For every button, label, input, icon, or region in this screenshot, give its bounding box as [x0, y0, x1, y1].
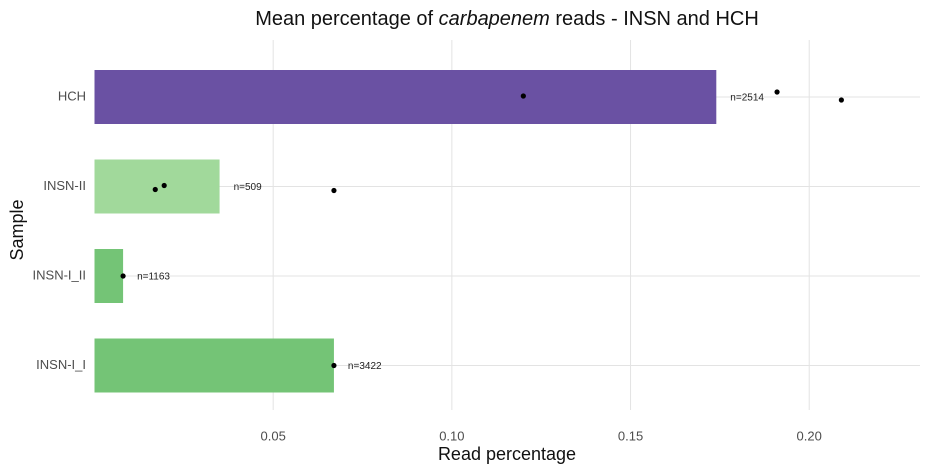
- n-label: n=509: [234, 182, 263, 193]
- y-tick-label: HCH: [58, 88, 86, 103]
- data-point: [161, 182, 167, 189]
- data-point: [120, 273, 126, 279]
- title-part: reads - INSN and HCH: [550, 8, 759, 30]
- n-label: n=3422: [348, 361, 382, 372]
- bar: [94, 70, 717, 124]
- data-point: [331, 187, 337, 194]
- y-tick-label: INSN-II: [43, 178, 86, 193]
- x-tick-label: 0.10: [439, 428, 464, 443]
- bar: [94, 159, 220, 214]
- x-tick-label: 0.20: [797, 428, 822, 443]
- data-point: [838, 97, 844, 103]
- x-tick-label: 0.15: [618, 428, 643, 443]
- data-point: [520, 93, 526, 99]
- y-tick-label: INSN-I_II: [33, 267, 86, 282]
- x-axis-title: Read percentage: [438, 444, 576, 464]
- title-part: carbapenem: [439, 8, 550, 30]
- chart-title: Mean percentage of carbapenem reads - IN…: [255, 8, 759, 30]
- x-tick-label: 0.05: [261, 428, 286, 443]
- n-label: n=2514: [730, 93, 764, 104]
- data-point: [331, 362, 337, 369]
- n-label: n=1163: [137, 272, 170, 283]
- data-point: [152, 186, 158, 193]
- bar: [94, 249, 124, 303]
- title-part: Mean percentage of: [255, 8, 438, 30]
- y-tick-label: INSN-I_I: [36, 357, 86, 372]
- marks: INSN-I_I n=3422 INSN-I_II n=1163 INSN-II n=50…: [33, 70, 844, 393]
- bar: [94, 338, 334, 393]
- data-point: [774, 89, 780, 95]
- y-axis-title: Sample: [7, 199, 27, 260]
